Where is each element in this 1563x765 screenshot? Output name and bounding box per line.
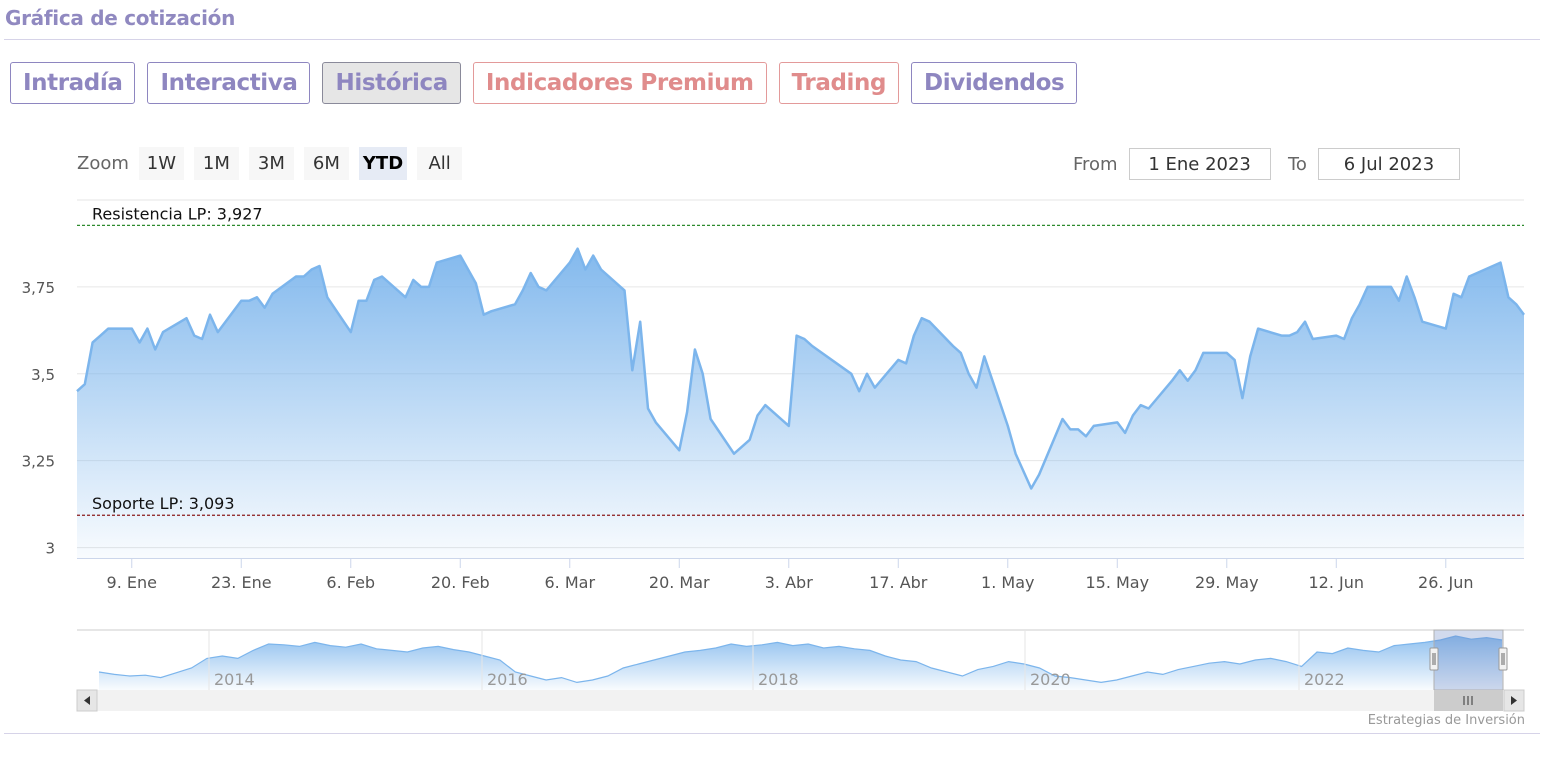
y-tick-label: 3 <box>45 540 55 558</box>
x-tick-label: 6. Mar <box>544 573 595 592</box>
navigator-selection <box>1433 629 1504 691</box>
range-from-label: From <box>1073 153 1118 175</box>
x-tick-label: 15. May <box>1085 573 1149 592</box>
x-axis: 9. Ene 23. Ene 6. Feb 20. Feb 6. Mar 20. Mar 3… <box>77 558 1524 592</box>
tab-trading[interactable]: Trading <box>778 62 900 104</box>
range-to-input[interactable]: 6 Jul 2023 <box>1317 148 1460 180</box>
support-label: Soporte LP: 3,093 <box>92 494 235 513</box>
navigator[interactable]: 2014 2016 2018 2020 2022 <box>77 629 1524 691</box>
zoom-label: Zoom <box>77 153 129 174</box>
x-tick-label: 23. Ene <box>211 573 272 592</box>
resistance-label: Resistencia LP: 3,927 <box>92 204 263 223</box>
navigator-year-label: 2018 <box>758 670 799 689</box>
zoom-all-button[interactable]: All <box>417 147 463 180</box>
x-tick-label: 9. Ene <box>107 573 157 592</box>
chevron-right-icon <box>1511 696 1517 705</box>
x-tick-label: 17. Abr <box>869 573 928 592</box>
y-axis: 3 3,25 3,5 3,75 <box>22 279 55 558</box>
tab-indicadores-premium[interactable]: Indicadores Premium <box>472 62 767 104</box>
reference-lines: Resistencia LP: 3,927 Soporte LP: 3,093 <box>77 204 1524 516</box>
zoom-1m-button[interactable]: 1M <box>193 147 239 180</box>
zoom-ytd-button[interactable]: YTD <box>358 147 408 180</box>
zoom-6m-button[interactable]: 6M <box>303 147 349 180</box>
x-tick-label: 20. Feb <box>431 573 490 592</box>
tab-intradia[interactable]: Intradía <box>10 62 136 104</box>
credit-label: Estrategias de Inversión <box>1367 713 1525 728</box>
page-title: Gráfica de cotización <box>5 6 236 30</box>
x-tick-label: 6. Feb <box>326 573 375 592</box>
x-tick-label: 20. Mar <box>649 573 710 592</box>
x-tick-label: 3. Abr <box>765 573 813 592</box>
range-to-label: To <box>1288 153 1307 175</box>
x-tick-label: 1. May <box>981 573 1034 592</box>
zoom-3m-button[interactable]: 3M <box>248 147 294 180</box>
plot-area <box>76 247 1525 558</box>
range-from: From 1 Ene 2023 <box>1073 148 1271 180</box>
navigator-year-label: 2016 <box>487 670 528 689</box>
zoom-selector: Zoom 1W 1M 3M 6M YTD All <box>77 147 463 180</box>
range-from-input[interactable]: 1 Ene 2023 <box>1128 148 1271 180</box>
scrollbar[interactable] <box>76 689 1525 712</box>
navigator-handle-left[interactable] <box>1429 647 1439 671</box>
range-to: To 6 Jul 2023 <box>1288 148 1460 180</box>
tab-historica[interactable]: Histórica <box>322 62 461 104</box>
price-line <box>76 247 1525 490</box>
price-area <box>77 248 1524 558</box>
x-tick-label: 12. Jun <box>1309 573 1365 592</box>
x-tick-label: 29. May <box>1195 573 1259 592</box>
tab-interactiva[interactable]: Interactiva <box>147 62 311 104</box>
navigator-handle-right[interactable] <box>1498 647 1508 671</box>
zoom-1w-button[interactable]: 1W <box>138 147 184 180</box>
x-tick-label: 26. Jun <box>1418 573 1474 592</box>
y-tick-label: 3,5 <box>31 366 55 384</box>
navigator-area <box>99 636 1502 690</box>
chart-tabs: Intradía Interactiva Histórica Indicador… <box>10 62 1078 104</box>
navigator-year-label: 2020 <box>1030 670 1071 689</box>
chevron-left-icon <box>84 696 90 705</box>
tab-dividendos[interactable]: Dividendos <box>911 62 1078 104</box>
navigator-year-label: 2022 <box>1304 670 1345 689</box>
navigator-year-label: 2014 <box>214 670 255 689</box>
title-divider <box>4 39 1540 40</box>
y-tick-label: 3,75 <box>22 279 55 297</box>
navigator-line <box>98 635 1503 684</box>
y-tick-label: 3,25 <box>22 453 55 471</box>
scrollbar-track <box>77 690 1524 711</box>
bottom-divider <box>4 733 1540 734</box>
